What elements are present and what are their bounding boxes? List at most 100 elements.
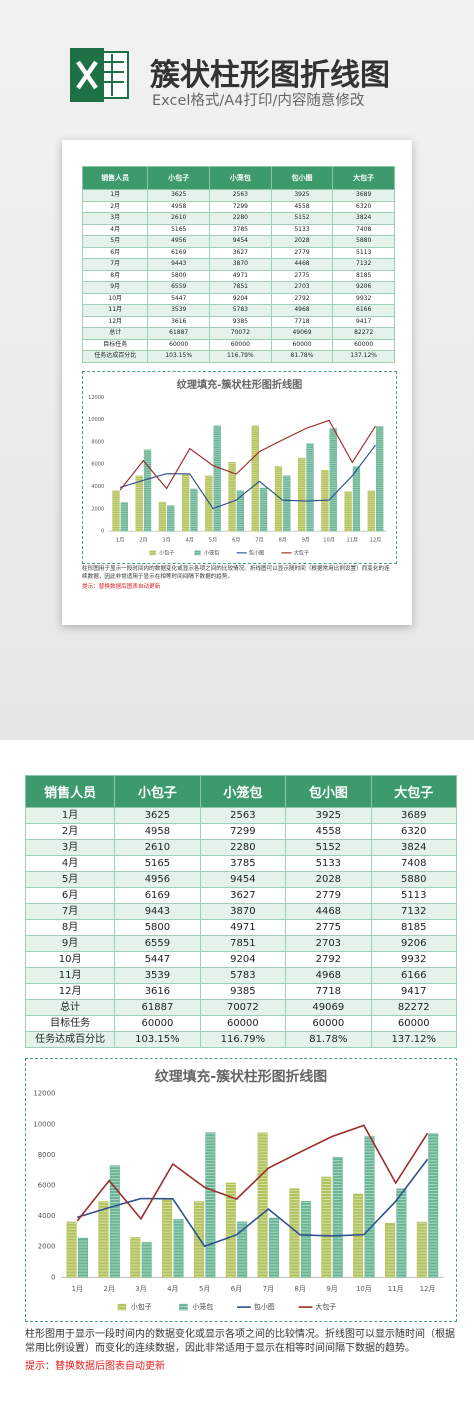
- table-cell: 2703: [285, 935, 372, 952]
- table-cell: 5447: [147, 292, 211, 305]
- table-row: 9月 6559 7851 2703 9206: [24, 935, 458, 952]
- page-title: 簇状柱形图折线图: [150, 58, 390, 93]
- table-row: 10月 5447 9204 2792 9932: [24, 951, 458, 968]
- x-tick-label: 3月: [135, 1285, 146, 1293]
- table-cell: 4468: [270, 258, 334, 271]
- table-cell: 49069: [285, 999, 372, 1016]
- y-tick-label: 8000: [38, 1151, 56, 1159]
- table-cell: 7718: [285, 983, 372, 1000]
- table-row: 11月 3539 5783 4968 6166: [24, 967, 458, 984]
- bar: [364, 1136, 375, 1278]
- excel-icon: [70, 48, 129, 102]
- table-cell: 81.78%: [285, 1031, 372, 1048]
- table-cell: 3616: [114, 983, 201, 1000]
- table-cell: 3539: [147, 304, 211, 317]
- table-cell: 3925: [285, 807, 372, 824]
- y-tick-label: 2000: [91, 506, 104, 512]
- table-cell: 1月: [81, 189, 149, 202]
- legend-label: 小包子: [131, 1302, 152, 1311]
- table-row: 目标任务 60000 60000 60000 60000: [81, 338, 395, 351]
- y-tick-label: 10000: [33, 1120, 55, 1128]
- line-series: [119, 419, 376, 491]
- table-cell: 9454: [209, 235, 272, 248]
- legend-swatch: [179, 1303, 188, 1311]
- table-cell: 9932: [332, 292, 395, 305]
- table-row: 3月 2610 2280 5152 3824: [24, 839, 458, 856]
- y-tick-label: 2000: [38, 1243, 56, 1251]
- table-cell: 5800: [114, 919, 201, 936]
- table-cell: 103.15%: [114, 1031, 201, 1048]
- table-cell: 137.12%: [370, 1031, 458, 1048]
- table-cell: 3616: [147, 315, 211, 328]
- bar: [237, 1221, 248, 1278]
- legend-label: 小笼包: [204, 549, 219, 556]
- table-cell: 9932: [370, 951, 458, 968]
- x-tick-label: 1月: [72, 1285, 83, 1293]
- table-cell: 4558: [270, 200, 334, 213]
- table-cell: 2563: [209, 189, 272, 202]
- x-tick-label: 5月: [209, 537, 217, 543]
- table-cell: 3月: [24, 839, 116, 856]
- header-row: 销售人员 小包子 小笼包 包小图 大包子: [81, 166, 395, 190]
- table-cell: 5165: [147, 223, 211, 236]
- table-cell: 3627: [209, 246, 272, 259]
- bar: [300, 1200, 311, 1278]
- x-tick-label: 6月: [232, 537, 240, 543]
- bar: [251, 425, 259, 532]
- legend-swatch: [149, 550, 156, 556]
- table-cell: 9204: [199, 951, 287, 968]
- table-row: 2月 4958 7299 4558 6320: [81, 200, 395, 213]
- table-cell: 103.15%: [147, 350, 211, 363]
- bar: [259, 487, 268, 532]
- bar: [321, 1176, 332, 1278]
- y-tick-label: 0: [51, 1273, 55, 1281]
- bar: [130, 1237, 141, 1278]
- column-header: 小包子: [147, 166, 211, 190]
- legend-label: 包小图: [249, 549, 264, 556]
- table-cell: 7851: [209, 281, 272, 294]
- legend-label: 包小图: [254, 1302, 275, 1311]
- column-header: 小包子: [114, 775, 201, 808]
- table-cell: 9月: [24, 935, 116, 952]
- table-cell: 7851: [199, 935, 287, 952]
- table-cell: 9月: [81, 281, 149, 294]
- table-row: 总计 61887 70072 49069 82272: [24, 999, 458, 1016]
- table-row: 3月 2610 2280 5152 3824: [81, 212, 395, 225]
- bar: [162, 1198, 173, 1278]
- table-cell: 61887: [114, 999, 201, 1016]
- table-cell: 任务达成百分比: [24, 1031, 116, 1048]
- table-cell: 60000: [270, 338, 334, 351]
- bar: [213, 425, 221, 532]
- bar: [225, 1182, 236, 1278]
- x-tick-label: 9月: [302, 537, 310, 543]
- bar: [109, 1165, 120, 1278]
- table-row: 12月 3616 9385 7718 9417: [24, 983, 458, 1000]
- table-cell: 2028: [285, 871, 372, 888]
- table-cell: 5800: [147, 269, 211, 282]
- table-cell: 3625: [147, 189, 211, 202]
- x-tick-label: 9月: [326, 1285, 337, 1293]
- table-cell: 60000: [114, 1015, 201, 1032]
- table-cell: 3689: [332, 189, 395, 202]
- table-cell: 8185: [332, 269, 395, 282]
- table-cell: 9454: [199, 871, 287, 888]
- bar: [181, 473, 190, 532]
- bar: [143, 449, 152, 532]
- y-tick-label: 0: [101, 529, 104, 535]
- x-tick-label: 11月: [388, 1285, 404, 1293]
- y-tick-label: 8000: [91, 439, 104, 445]
- table-cell: 2280: [209, 212, 272, 225]
- legend-swatch: [117, 1303, 127, 1311]
- legend-swatch: [194, 550, 201, 556]
- table-cell: 2703: [270, 281, 334, 294]
- table-cell: 6320: [370, 823, 458, 840]
- bar: [205, 475, 213, 532]
- table-cell: 2月: [24, 823, 116, 840]
- table-cell: 4月: [24, 855, 116, 872]
- table-cell: 12月: [81, 315, 149, 328]
- table-row: 总计 61887 70072 49069 82272: [81, 327, 395, 340]
- data-table: 销售人员 小包子 小笼包 包小图 大包子 1月 3625 2563 3925 3689 2月 4958…: [24, 775, 458, 1048]
- bar: [173, 1219, 184, 1278]
- table-cell: 2610: [114, 839, 201, 856]
- table-cell: 7299: [209, 200, 272, 213]
